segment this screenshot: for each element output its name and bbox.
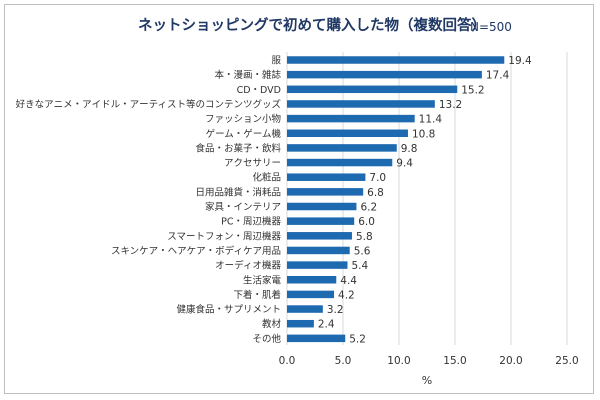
value-label: 2.4 (318, 319, 335, 331)
x-tick-label: 5.0 (335, 355, 352, 367)
bar (287, 85, 458, 94)
category-label: 本・漫画・雑誌 (214, 69, 281, 81)
bar (287, 158, 393, 167)
x-tick-label: 15.0 (443, 355, 466, 367)
value-label: 3.2 (327, 304, 344, 316)
bar (287, 334, 346, 343)
value-label: 4.2 (338, 289, 355, 301)
x-axis-title: % (422, 374, 432, 387)
value-label: 6.2 (360, 202, 377, 214)
value-label: 6.8 (367, 187, 384, 199)
category-label: オーディオ機器 (215, 260, 281, 272)
value-label: 9.4 (396, 158, 413, 170)
category-label: 教材 (262, 318, 282, 330)
bar (287, 56, 505, 64)
bar (287, 305, 323, 313)
value-label: 13.2 (439, 99, 462, 111)
gridlines (286, 52, 568, 345)
category-label: その他 (252, 333, 281, 345)
value-label: 7.0 (369, 172, 386, 184)
value-label: 9.8 (401, 143, 418, 155)
x-axis-ticks: 0.0 5.0 10.0 15.0 20.0 25.0 (279, 355, 579, 367)
bar (287, 319, 314, 328)
category-label: スマートフォン・周辺機器 (167, 230, 281, 242)
x-tick-label: 25.0 (555, 355, 578, 367)
bar (287, 261, 348, 269)
category-label: PC・周辺機器 (221, 216, 281, 228)
x-tick-label: 10.0 (387, 355, 410, 367)
category-label: 健康食品・サプリメント (176, 304, 281, 316)
bar (287, 202, 357, 211)
bar (287, 246, 350, 255)
chart-title: ネットショッピングで初めて購入した物（複数回答） (138, 18, 486, 34)
bars (287, 56, 505, 343)
category-label: 下着・肌着 (233, 289, 281, 301)
value-label: 5.2 (349, 333, 366, 345)
category-label: 服 (271, 56, 281, 67)
x-tick-label: 0.0 (279, 355, 296, 367)
category-label: 家具・インテリア (205, 201, 281, 213)
value-label: 17.4 (486, 70, 510, 82)
chart-frame (4, 4, 594, 394)
category-label: 生活家電 (243, 274, 282, 286)
bar (287, 188, 364, 196)
value-label: 11.4 (419, 114, 443, 126)
value-label: 10.8 (412, 128, 435, 140)
category-label: アクセサリー (224, 158, 281, 169)
value-label: 5.4 (351, 260, 368, 272)
value-label: 4.4 (340, 275, 357, 287)
sample-size-note: N=500 (470, 20, 512, 34)
bar (287, 129, 408, 137)
category-label: 好きなアニメ・アイドル・アーティスト等のコンテンツグッズ (16, 98, 282, 110)
category-label: スキンケア・ヘアケア・ボディケア用品 (111, 245, 281, 257)
category-labels: 服本・漫画・雑誌 CD・DVD 好きなアニメ・アイドル・アーティスト等のコンテンツグ… (16, 56, 282, 345)
bar (287, 114, 415, 123)
bar (287, 100, 435, 108)
bar (287, 217, 355, 225)
category-label: 化粧品 (252, 172, 281, 184)
category-label: ゲーム・ゲーム機 (206, 128, 282, 140)
value-label: 5.6 (354, 245, 371, 257)
value-label: 19.4 (508, 55, 532, 67)
category-label: 食品・お菓子・飲料 (195, 142, 281, 154)
value-labels: 19.4 17.415.2 13.2 11.4 10.8 9.8 9.4 7.0 6.8 6.2 6… (318, 55, 532, 345)
category-label: ファッション小物 (205, 113, 282, 125)
bar (287, 276, 337, 284)
category-label: 日用品雑貨・消耗品 (195, 186, 281, 198)
bar (287, 173, 366, 181)
x-tick-label: 20.0 (499, 355, 522, 367)
bar (287, 290, 335, 299)
value-label: 15.2 (461, 84, 484, 96)
value-label: 6.0 (358, 216, 375, 228)
value-label: 5.8 (356, 231, 373, 243)
category-label: CD・DVD (237, 85, 281, 96)
bar (287, 144, 397, 152)
bar (287, 232, 352, 240)
bar (287, 70, 482, 79)
